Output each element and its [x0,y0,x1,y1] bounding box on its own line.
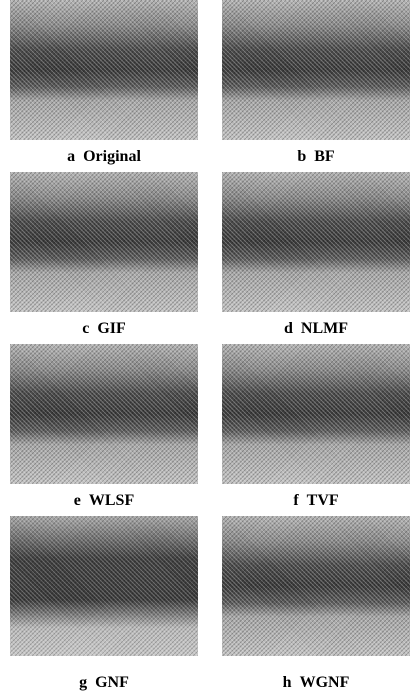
caption: e WLSF [10,492,198,510]
panel: g GNF [10,516,198,692]
panel: b BF [222,0,410,166]
caption-label: GNF [95,674,129,691]
caption-label: WLSF [89,492,134,509]
panel: a Original [10,0,198,166]
filtered-image [10,516,198,656]
caption-label: TVF [307,492,339,509]
caption: f TVF [222,492,410,510]
caption-label: NLMF [301,320,348,337]
filtered-image [222,344,410,484]
caption-label: WGNF [300,674,350,691]
filtered-image [222,516,410,656]
panel: f TVF [222,344,410,510]
filtered-image [10,172,198,312]
caption-letter: a [67,148,75,165]
caption-letter: e [74,492,81,509]
filtered-image [222,0,410,140]
filtered-image [10,344,198,484]
panel: d NLMF [222,172,410,338]
caption-letter: f [293,492,298,509]
caption: h WGNF [222,674,410,692]
caption: b BF [222,148,410,166]
filtered-image [10,0,198,140]
caption-letter: c [82,320,89,337]
panel: e WLSF [10,344,198,510]
filtered-image [222,172,410,312]
caption: c GIF [10,320,198,338]
caption-label: BF [314,148,334,165]
caption: g GNF [10,674,198,692]
caption-label: GIF [97,320,125,337]
caption: d NLMF [222,320,410,338]
caption-letter: b [297,148,306,165]
figure-page: aOriginalbBFcGIFdNLMFeWLSFfTVFgGNFhWGNF … [0,0,410,695]
panel: c GIF [10,172,198,338]
caption-label: Original [83,148,141,165]
caption-letter: g [79,674,87,691]
caption-letter: d [284,320,293,337]
panel: h WGNF [222,516,410,692]
caption: a Original [10,148,198,166]
caption-letter: h [283,674,292,691]
